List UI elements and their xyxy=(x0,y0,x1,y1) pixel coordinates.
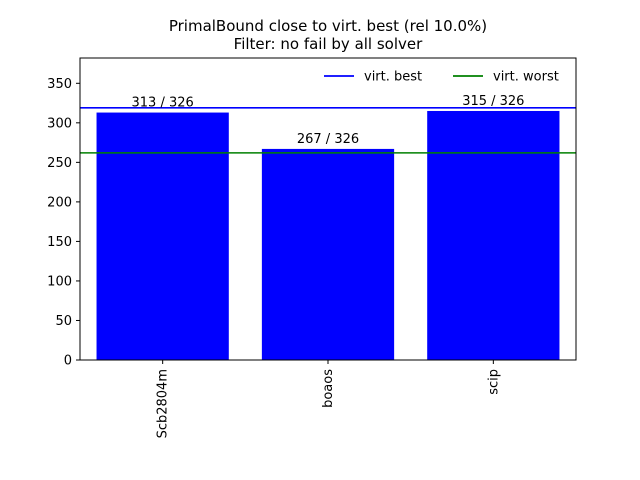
x-tick-label-scip: scip xyxy=(486,369,501,395)
x-tick-label-scb2804m: Scb2804m xyxy=(156,369,171,438)
y-tick-label: 50 xyxy=(55,314,72,329)
legend-label-0: virt. best xyxy=(364,70,422,85)
y-tick-label: 350 xyxy=(47,77,72,92)
plot-area: 313 / 326 267 / 326 315 / 326 0 50 100 150 200 2… xyxy=(47,57,577,438)
bar-scip xyxy=(427,110,560,360)
data-label-scip: 315 / 326 xyxy=(462,94,524,109)
bar-boaos xyxy=(261,148,395,360)
y-tick-label: 100 xyxy=(47,274,72,289)
data-label-boaos: 267 / 326 xyxy=(297,132,359,147)
y-tick-label: 150 xyxy=(47,235,72,250)
chart-title: PrimalBound close to virt. best (rel 10.… xyxy=(169,17,487,35)
y-tick-label: 0 xyxy=(64,354,72,369)
y-tick-label: 200 xyxy=(47,195,72,210)
data-label-scb2804m: 313 / 326 xyxy=(132,96,194,111)
legend-label-1: virt. worst xyxy=(493,70,559,85)
bar-scb2804m xyxy=(96,112,229,360)
y-tick-label: 300 xyxy=(47,116,72,131)
x-tick-label-boaos: boaos xyxy=(321,369,336,408)
chart-subtitle: Filter: no fail by all solver xyxy=(234,35,423,53)
y-tick-label: 250 xyxy=(47,156,72,171)
